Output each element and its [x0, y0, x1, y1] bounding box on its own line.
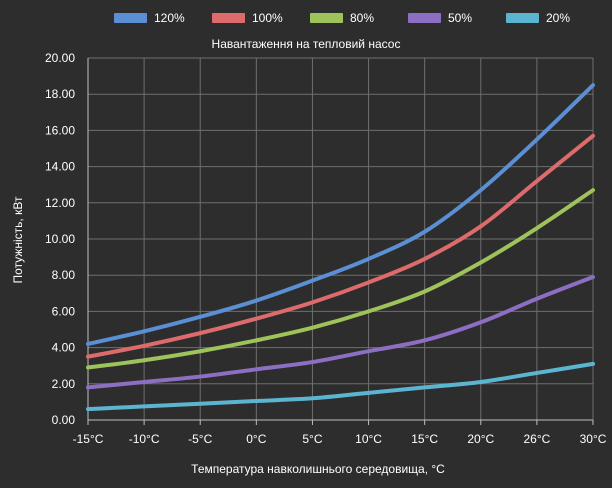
series-line-50pct: [86, 275, 595, 390]
chart-title: Навантаження на тепловий насос: [212, 37, 401, 51]
x-tick-label: 5°C: [302, 432, 322, 446]
legend-swatch: [408, 13, 441, 23]
legend-label: 50%: [448, 11, 472, 25]
y-axis-ticks: 0.00 2.00 4.00 6.00 8.00 10.00 12.00 14.00 16.00…: [45, 51, 75, 427]
y-tick-label: 18.00: [45, 87, 75, 101]
legend: 120% 100% 80% 50% 20%: [114, 11, 570, 25]
y-tick-label: 4.00: [52, 341, 76, 355]
y-axis-label: Потужність, кВт: [11, 196, 25, 283]
x-tick-label: -10°C: [129, 432, 160, 446]
x-tick-label: 20°C: [467, 432, 494, 446]
legend-label: 120%: [154, 11, 185, 25]
legend-label: 20%: [546, 11, 570, 25]
legend-swatch: [114, 13, 147, 23]
y-tick-label: 6.00: [52, 304, 76, 318]
y-tick-label: 2.00: [52, 377, 76, 391]
x-axis-ticks: -15°C -10°C -5°C 0°C 5°C 10°C 15°C 20°C 26°C 30°C: [73, 432, 607, 446]
y-tick-label: 8.00: [52, 268, 76, 282]
x-tick-label: 30°C: [580, 432, 607, 446]
x-tick-label: 0°C: [246, 432, 266, 446]
series-line-100pct: [86, 133, 595, 359]
legend-swatch: [310, 13, 343, 23]
series-line-120pct: [86, 83, 595, 346]
series-line-20pct: [86, 361, 595, 412]
legend-label: 100%: [252, 11, 283, 25]
legend-label: 80%: [350, 11, 374, 25]
x-tick-label: -15°C: [73, 432, 104, 446]
y-tick-label: 10.00: [45, 232, 75, 246]
x-axis-label: Температура навколишнього середовища, °C: [191, 462, 445, 476]
y-tick-label: 20.00: [45, 51, 75, 65]
y-tick-label: 0.00: [52, 413, 76, 427]
y-tick-label: 16.00: [45, 123, 75, 137]
x-tick-label: -5°C: [188, 432, 212, 446]
y-tick-label: 12.00: [45, 196, 75, 210]
legend-swatch: [506, 13, 539, 23]
series-lines: [86, 83, 595, 412]
x-tick-label: 10°C: [355, 432, 382, 446]
legend-swatch: [212, 13, 245, 23]
x-tick-label: 15°C: [411, 432, 438, 446]
x-tick-label: 26°C: [523, 432, 550, 446]
y-tick-label: 14.00: [45, 160, 75, 174]
series-line-80pct: [86, 188, 595, 370]
